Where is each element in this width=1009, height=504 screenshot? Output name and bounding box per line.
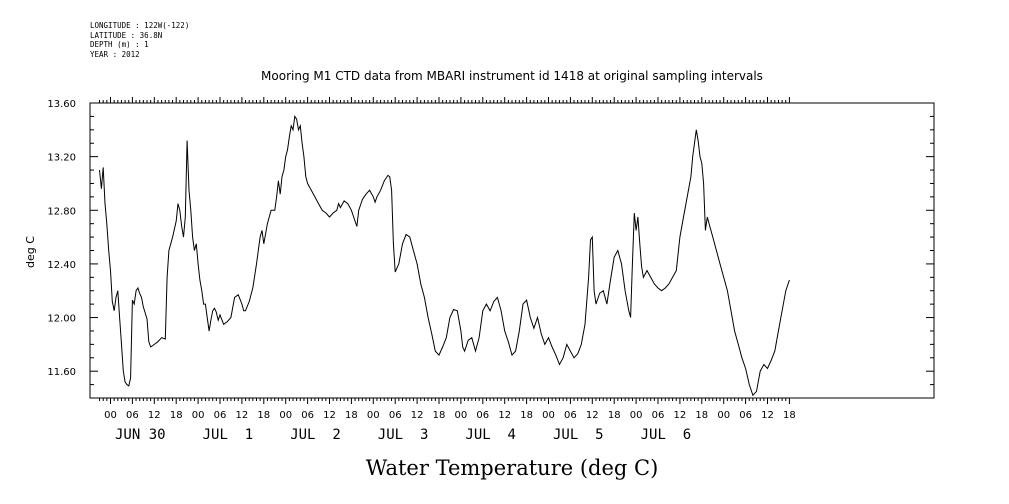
x-tick-label: 06	[739, 410, 752, 421]
y-tick-label: 11.60	[47, 367, 76, 378]
x-day-label: JUL 6	[641, 427, 692, 443]
x-tick-label: 00	[542, 410, 555, 421]
x-tick-label: 12	[411, 410, 424, 421]
x-tick-label: 18	[170, 410, 183, 421]
metadata-depth: DEPTH (m) : 1	[90, 40, 149, 49]
y-ticks-group: 11.60 12.00 12.40 12.80 13.20 13.60	[47, 99, 934, 399]
x-tick-label: 00	[717, 410, 730, 421]
x-tick-label: 00	[630, 410, 643, 421]
y-axis-label: deg C	[24, 236, 37, 268]
x-tick-label: 12	[148, 410, 161, 421]
x-tick-label: 12	[498, 410, 511, 421]
x-tick-label: 18	[520, 410, 533, 421]
x-tick-label: 06	[214, 410, 227, 421]
x-day-label: JUL 4	[465, 427, 516, 443]
chart-title: Mooring M1 CTD data from MBARI instrumen…	[261, 69, 763, 83]
x-tick-label: 06	[301, 410, 314, 421]
x-tick-label: 00	[192, 410, 205, 421]
series-group	[99, 115, 790, 397]
x-tick-label: 18	[433, 410, 446, 421]
x-tick-label: 12	[236, 410, 249, 421]
x-day-label: JUL 5	[553, 427, 604, 443]
x-tick-label: 00	[367, 410, 380, 421]
x-tick-label: 06	[476, 410, 489, 421]
y-tick-label: 13.20	[47, 153, 76, 164]
x-ticks-group: 00 06 12 18 00 06 12 18 00 06 12 18 00 06 12 18 00 06 12 18…	[99, 97, 796, 443]
x-tick-label: 18	[783, 410, 796, 421]
x-tick-label: 12	[674, 410, 687, 421]
x-axis-label: Water Temperature (deg C)	[366, 456, 659, 480]
x-tick-label: 06	[564, 410, 577, 421]
x-tick-label: 12	[586, 410, 599, 421]
x-tick-label: 12	[761, 410, 774, 421]
y-tick-label: 12.80	[47, 206, 76, 217]
x-tick-label: 06	[652, 410, 665, 421]
x-tick-label: 18	[257, 410, 270, 421]
x-tick-label: 12	[323, 410, 336, 421]
y-tick-label: 12.00	[47, 314, 76, 325]
x-tick-label: 18	[695, 410, 708, 421]
metadata-latitude: LATITUDE : 36.8N	[90, 30, 163, 40]
x-tick-label: 06	[126, 410, 139, 421]
x-day-label: JUL 3	[378, 427, 429, 443]
x-tick-label: 18	[345, 410, 358, 421]
x-tick-label: 00	[104, 410, 117, 421]
y-tick-label: 12.40	[47, 260, 76, 271]
x-tick-label: 00	[455, 410, 468, 421]
x-tick-label: 06	[389, 410, 402, 421]
y-tick-label: 13.60	[47, 99, 76, 110]
series-line	[99, 115, 790, 397]
x-day-label: JUL 1	[203, 427, 254, 443]
x-tick-label: 18	[608, 410, 621, 421]
x-tick-label: 00	[279, 410, 292, 421]
metadata-block: LONGITUDE : 122W(-122) LATITUDE : 36.8N …	[90, 21, 189, 59]
x-day-label: JUN 30	[115, 427, 166, 443]
metadata-longitude: LONGITUDE : 122W(-122)	[90, 21, 190, 30]
x-day-label: JUL 2	[290, 427, 341, 443]
metadata-year: YEAR : 2012	[90, 49, 140, 59]
